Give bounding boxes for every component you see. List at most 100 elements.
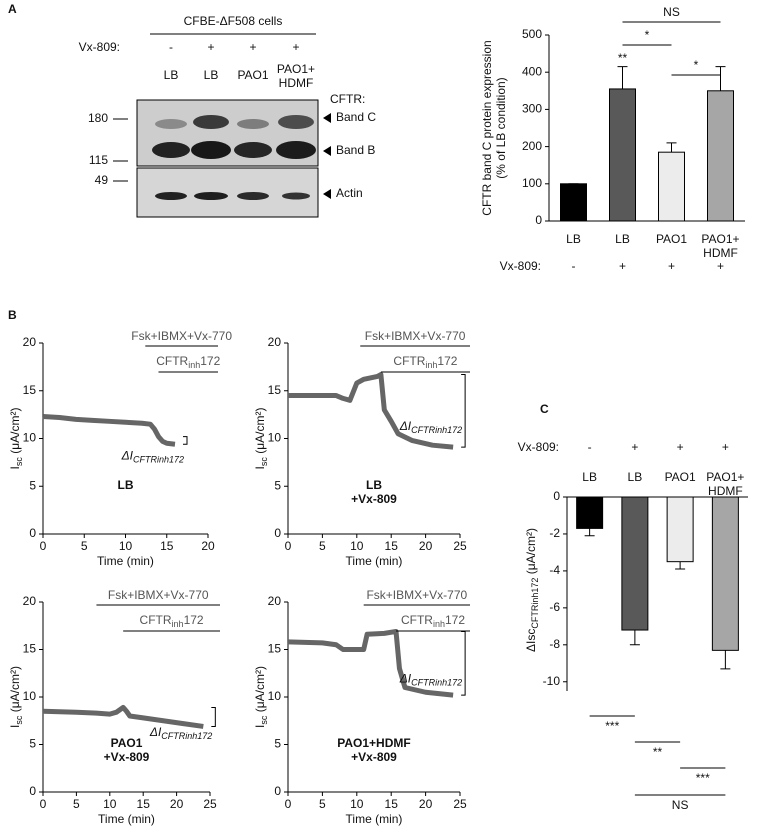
y-axis-label: CFTR band C protein expression(% of LB c…	[480, 40, 508, 215]
x-tick-label: 10	[103, 797, 117, 811]
treatment-label-part: inh	[188, 360, 200, 370]
x-axis-label: Time (min)	[346, 812, 403, 826]
delta-label: ΔICFTRinh172	[121, 449, 184, 465]
treatment: -	[572, 259, 576, 273]
treatment: +	[722, 440, 729, 454]
x-tick-label: PAO1+ HDMF	[706, 470, 744, 498]
delta-label-part: ΔI	[149, 725, 162, 739]
mw-marker: 180	[88, 111, 108, 125]
trace-label: PAO1 +Vx-809	[104, 736, 150, 764]
blot-treatment: +	[249, 40, 256, 54]
y-tick-label: 0	[553, 489, 560, 503]
error-bar	[720, 650, 731, 670]
significance: *	[645, 28, 650, 42]
panel-label: C	[540, 402, 549, 416]
lane-label: LB	[164, 68, 179, 82]
lane-label: PAO1	[237, 68, 268, 82]
delta-label-part: CFTRinh172	[161, 731, 212, 741]
x-tick-label: 0	[285, 797, 292, 811]
x-tick-label: 10	[350, 539, 364, 553]
bar	[711, 496, 739, 651]
y-tick-label: 15	[268, 642, 282, 656]
treatment: +	[677, 440, 684, 454]
treatment-label-part: inh	[425, 360, 437, 370]
treatment-label-part: Fsk+IBMX+Vx-770	[131, 329, 232, 343]
blot-title: CFBE-ΔF508 cells	[184, 14, 283, 28]
x-tick-label: 15	[385, 797, 399, 811]
y-axis-label-part: I	[253, 466, 267, 469]
treatment-label-part: inh	[433, 619, 445, 629]
delta-label-part: ΔI	[399, 419, 412, 433]
error-bar	[629, 630, 640, 646]
y-axis-label-part: sc	[14, 457, 24, 467]
treatment-label-part: Fsk+IBMX+Vx-770	[108, 588, 209, 602]
y-axis-label-part: I	[253, 725, 267, 728]
x-tick-label: 5	[319, 797, 326, 811]
treatment-label: CFTRinh172	[156, 354, 220, 370]
error-bar	[675, 561, 686, 570]
cftr-label: CFTR:	[330, 92, 365, 106]
band-label: Band B	[336, 143, 375, 157]
x-tick-label: 10	[350, 797, 364, 811]
treatment-label-part: CFTR	[393, 354, 425, 368]
bar	[560, 183, 587, 222]
delta-bracket	[461, 374, 466, 448]
y-tick-label: 15	[23, 383, 37, 397]
x-tick-label: LB	[615, 232, 630, 246]
x-tick-label: 15	[385, 539, 399, 553]
treatment: +	[717, 259, 724, 273]
y-tick-label: 15	[268, 383, 282, 397]
x-tick-label: LB	[566, 232, 581, 246]
treatment-label: CFTRinh172	[393, 354, 457, 370]
significance: ***	[605, 719, 619, 733]
y-axis-label-part: sc	[259, 715, 269, 725]
blot-treatment: +	[292, 40, 299, 54]
y-tick-label: 300	[522, 102, 542, 116]
y-tick-label: 10	[268, 431, 282, 445]
y-tick-label: -8	[549, 637, 560, 651]
bar	[658, 151, 685, 222]
x-tick-label: PAO1	[656, 232, 687, 246]
blot-treatment: -	[169, 40, 173, 54]
x-tick-label: 15	[160, 539, 174, 553]
delta-label-part: CFTRinh172	[411, 425, 462, 435]
significance: ***	[696, 771, 710, 785]
bar	[666, 496, 694, 563]
y-tick-label: 20	[23, 594, 37, 608]
x-tick-label: 20	[419, 797, 433, 811]
y-tick-label: 15	[23, 642, 37, 656]
y-tick-label: 0	[29, 784, 36, 798]
x-tick-label: LB	[582, 470, 597, 484]
delta-label-part: ΔI	[121, 449, 134, 463]
x-tick-label: 0	[285, 539, 292, 553]
y-tick-label: 0	[535, 213, 542, 227]
significance: NS	[672, 798, 689, 812]
x-tick-label: 10	[119, 539, 133, 553]
significance: NS	[663, 5, 680, 19]
y-tick-label: 5	[29, 737, 36, 751]
treatment-label: CFTRinh172	[140, 613, 204, 629]
trace	[288, 372, 454, 450]
panel-label: A	[8, 2, 17, 16]
treatment-label-part: CFTR	[156, 354, 188, 368]
y-tick-label: 20	[268, 594, 282, 608]
trace-label: LB	[118, 478, 134, 492]
y-axis-label-part: (μA/cm²)	[253, 666, 267, 716]
y-tick-label: 400	[522, 64, 542, 78]
x-tick-label: 25	[453, 539, 467, 553]
y-axis-label-part: (μA/cm²)	[524, 528, 538, 578]
y-tick-label: -2	[549, 526, 560, 540]
x-tick-label: 0	[40, 797, 47, 811]
trace	[287, 628, 454, 698]
delta-label-part: CFTRinh172	[133, 455, 184, 465]
x-tick-label: 15	[137, 797, 151, 811]
blot-treatment: +	[207, 40, 214, 54]
mw-marker: 115	[89, 153, 108, 167]
x-tick-label: 20	[170, 797, 184, 811]
delta-label-part: ΔI	[399, 671, 412, 685]
y-axis-label-part: I	[8, 725, 22, 728]
bar	[576, 496, 604, 529]
x-tick-label: 25	[203, 797, 217, 811]
